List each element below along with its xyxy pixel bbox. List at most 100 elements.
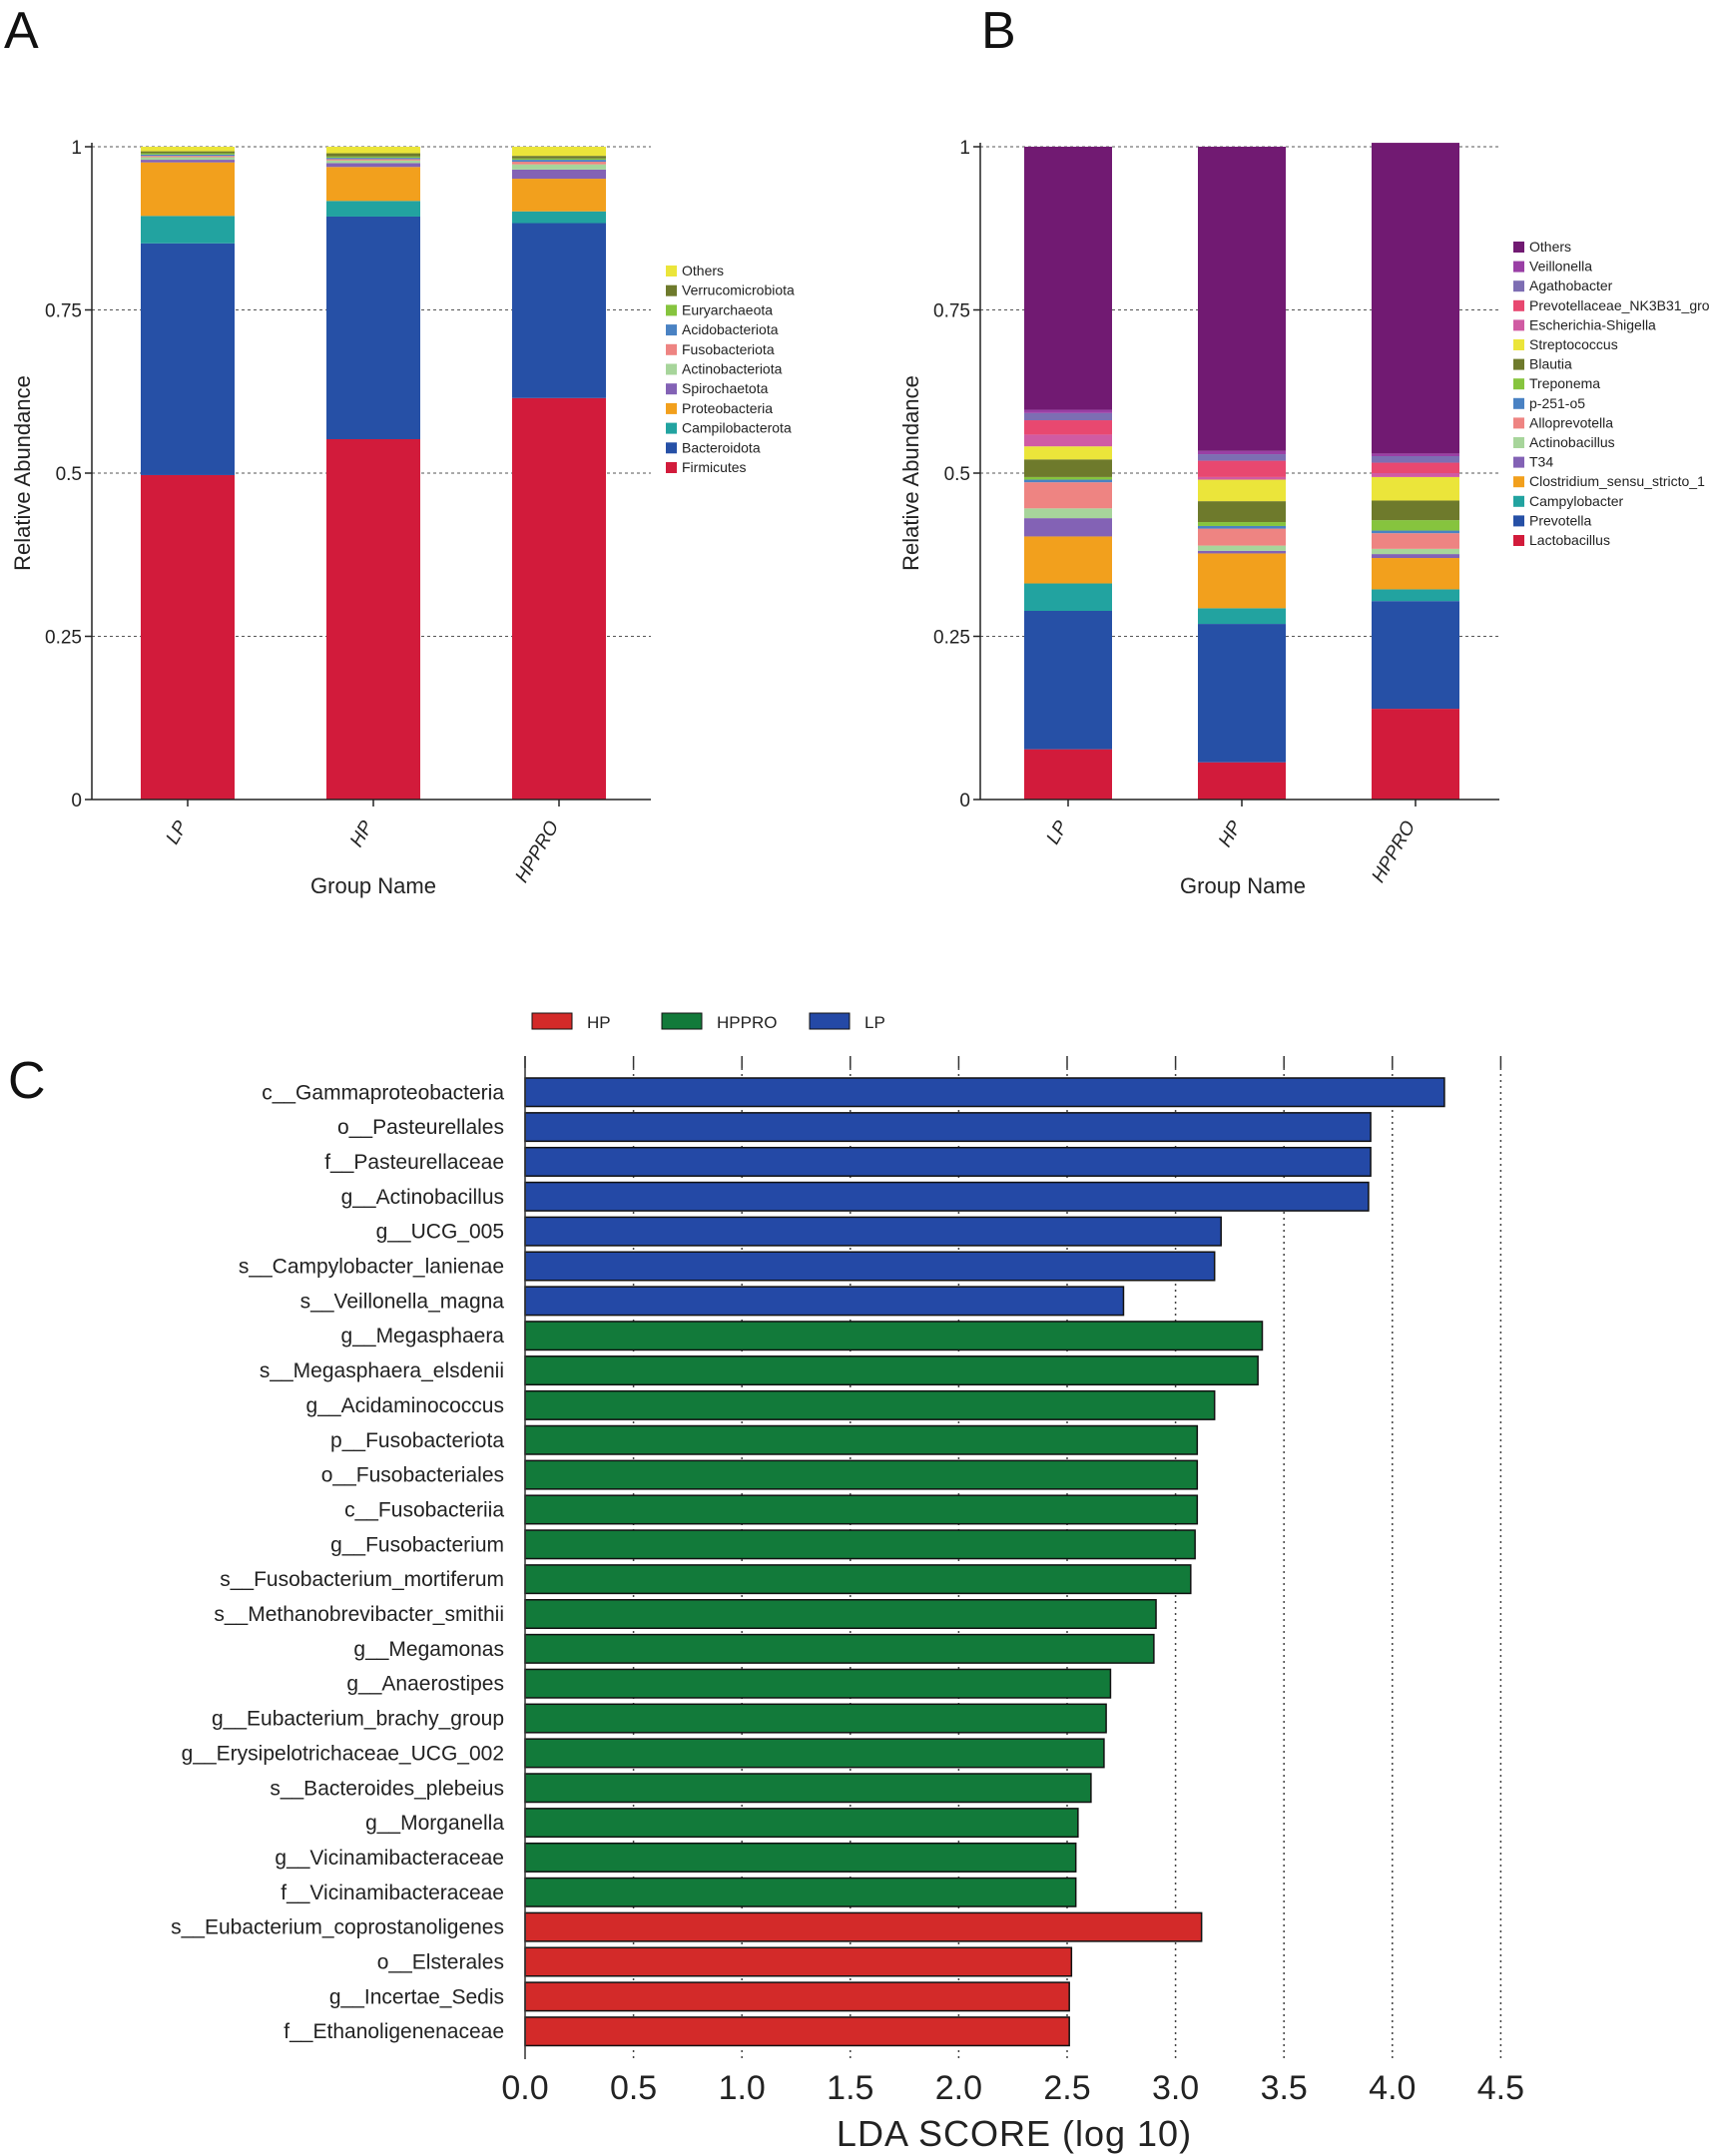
a-bar-hp-verrucomicrobiota [326, 153, 420, 157]
c-bar-label-f-pasteurellaceae: f__Pasteurellaceae [324, 1151, 504, 1174]
a-bar-hp-others [326, 147, 420, 154]
c-bar-s-bacteroides-plebeius [524, 1773, 1092, 1804]
b-legend-swatch-p-251-o5 [1513, 397, 1524, 409]
c-x-tick-label: 3.5 [1261, 2069, 1308, 2107]
c-bar-s-campylobacter-lanienae [524, 1251, 1216, 1282]
b-bar-hp-campylobacter [1198, 608, 1286, 625]
c-bar-g-megasphaera [524, 1321, 1264, 1351]
c-bar-label-g-megamonas: g__Megamonas [353, 1638, 504, 1661]
c-bar-g-acidaminococcus [524, 1389, 1216, 1420]
b-legend-label-alloprevotella: Alloprevotella [1529, 414, 1613, 430]
c-bar-s-megasphaera-elsdenii [524, 1355, 1259, 1386]
a-bar-lp-spirochaetota [141, 160, 235, 163]
b-bar-hppro-lactobacillus [1372, 709, 1459, 800]
c-legend-swatch-hppro [661, 1012, 703, 1030]
a-x-axis-title: Group Name [310, 873, 436, 898]
a-legend-swatch-euryarchaeota [666, 304, 677, 316]
a-y-tick-label: 0.75 [45, 301, 82, 322]
c-x-tick-label: 2.0 [935, 2069, 982, 2107]
a-bar-hp-euryarchaeota [326, 156, 420, 159]
b-bar-hp-agathobacter [1198, 454, 1286, 461]
b-bar-hp-treponema [1198, 522, 1286, 526]
c-legend-swatch-lp [809, 1012, 851, 1030]
c-bar-g-incertae-sedis [524, 1981, 1070, 2012]
c-bar-o-elsterales [524, 1946, 1073, 1977]
c-bar-s-eubacterium-coprostanoligenes [524, 1911, 1203, 1942]
c-x-axis-title: LDA SCORE (log 10) [837, 2113, 1192, 2154]
a-legend-label-others: Others [682, 263, 724, 278]
b-bar-hp-blautia [1198, 501, 1286, 523]
a-bar-hppro-actinobacteriota [512, 164, 606, 170]
c-bar-g-eubacterium-brachy-group [524, 1703, 1107, 1734]
b-bar-lp-treponema [1024, 476, 1112, 480]
b-legend-label-clostridium-sensu-stricto-1: Clostridium_sensu_stricto_1 [1529, 473, 1705, 489]
a-legend-label-euryarchaeota: Euryarchaeota [682, 301, 773, 317]
b-bar-hp-streptococcus [1198, 479, 1286, 502]
b-bar-hppro-prevotella [1372, 601, 1459, 710]
c-bar-label-g-vicinamibacteraceae: g__Vicinamibacteraceae [275, 1847, 504, 1870]
b-bar-hppro-treponema [1372, 520, 1459, 531]
b-legend-label-campylobacter: Campylobacter [1529, 493, 1623, 509]
c-bar-g-megamonas [524, 1633, 1155, 1664]
b-bar-hppro-alloprevotella [1372, 533, 1459, 549]
b-legend-label-prevotellaceae-nk3b31-group: Prevotellaceae_NK3B31_group [1529, 297, 1710, 313]
c-x-tick-label: 1.5 [827, 2069, 873, 2107]
b-bar-hppro-blautia [1372, 500, 1459, 521]
b-bar-hp-lactobacillus [1198, 762, 1286, 800]
c-bar-s-methanobrevibacter-smithii [524, 1599, 1157, 1629]
b-bar-hppro-clostridium-sensu-stricto-1 [1372, 558, 1459, 590]
b-bar-hppro-campylobacter [1372, 589, 1459, 602]
b-bar-lp-clostridium-sensu-stricto-1 [1024, 536, 1112, 584]
b-bar-lp-streptococcus [1024, 446, 1112, 460]
a-legend-label-spirochaetota: Spirochaetota [682, 380, 769, 396]
c-bar-f-ethanoligenenaceae [524, 2016, 1070, 2047]
a-bar-lp-firmicutes [141, 474, 235, 800]
b-y-tick-label: 0.75 [933, 301, 970, 322]
b-bar-hp-clostridium-sensu-stricto-1 [1198, 553, 1286, 609]
a-bar-hp-fusobacteriota [326, 159, 420, 161]
c-bar-g-fusobacterium [524, 1529, 1196, 1560]
b-legend-swatch-agathobacter [1513, 280, 1524, 292]
a-bar-hppro-euryarchaeota [512, 158, 606, 161]
c-bar-label-o-fusobacteriales: o__Fusobacteriales [321, 1464, 504, 1487]
b-y-axis-title: Relative Abundance [898, 375, 923, 571]
b-bar-lp-alloprevotella [1024, 482, 1112, 509]
c-bar-label-p-fusobacteriota: p__Fusobacteriota [330, 1429, 504, 1452]
c-bar-label-s-methanobrevibacter-smithii: s__Methanobrevibacter_smithii [214, 1603, 504, 1626]
c-bar-g-anaerostipes [524, 1668, 1112, 1699]
b-bar-lp-blautia [1024, 459, 1112, 477]
b-bar-hp-p-251-o5 [1198, 525, 1286, 529]
b-bar-lp-actinobacillus [1024, 508, 1112, 519]
c-bar-c-fusobacteriia [524, 1494, 1199, 1525]
b-bar-hp-others [1198, 147, 1286, 451]
a-bar-hppro-verrucomicrobiota [512, 156, 606, 159]
c-bar-o-fusobacteriales [524, 1459, 1199, 1490]
c-x-tick-label: 4.0 [1369, 2069, 1416, 2107]
b-y-tick-label: 1 [959, 138, 970, 159]
a-bar-hppro-spirochaetota [512, 169, 606, 180]
b-bar-hppro-agathobacter [1372, 455, 1459, 463]
a-legend-swatch-others [666, 266, 677, 276]
a-legend-label-acidobacteriota: Acidobacteriota [682, 321, 779, 337]
b-bar-hppro-t34 [1372, 554, 1459, 559]
b-bar-lp-veillonella [1024, 409, 1112, 413]
a-legend-swatch-verrucomicrobiota [666, 284, 677, 296]
a-y-tick-label: 1 [71, 138, 82, 159]
a-legend-swatch-fusobacteriota [666, 343, 677, 355]
b-bar-hppro-veillonella [1372, 453, 1459, 456]
c-x-tick-label: 0.0 [501, 2069, 548, 2107]
c-bar-label-c-fusobacteriia: c__Fusobacteriia [344, 1498, 504, 1521]
b-bar-hp-veillonella [1198, 450, 1286, 455]
b-legend-label-prevotella: Prevotella [1529, 512, 1591, 528]
b-bar-hppro-prevotellaceae-nk3b31-group [1372, 462, 1459, 473]
b-legend-swatch-campylobacter [1513, 495, 1524, 507]
c-legend-swatch-hp [531, 1012, 573, 1030]
a-bar-hp-campilobacterota [326, 201, 420, 217]
c-bar-label-o-elsterales: o__Elsterales [377, 1951, 504, 1974]
panel-label-a: A [4, 2, 39, 60]
c-bar-f-pasteurellaceae [524, 1146, 1372, 1177]
a-bar-hppro-campilobacterota [512, 211, 606, 224]
